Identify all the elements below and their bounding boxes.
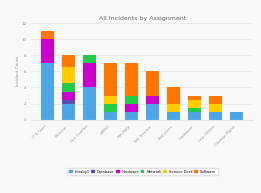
Bar xyxy=(62,104,75,120)
Legend: Infraby1, Database, Hardware, Network, Service Desk, Software: Infraby1, Database, Hardware, Network, S… xyxy=(67,168,218,175)
Bar xyxy=(62,55,75,67)
Bar xyxy=(62,67,75,83)
Bar xyxy=(126,104,138,112)
Bar xyxy=(62,83,75,91)
Bar xyxy=(188,108,201,112)
Bar xyxy=(210,112,222,120)
Bar xyxy=(41,63,54,120)
Bar xyxy=(84,87,96,120)
Bar xyxy=(188,100,201,108)
Bar xyxy=(62,91,75,100)
Bar xyxy=(168,87,180,104)
Bar xyxy=(146,96,159,104)
Bar xyxy=(146,104,159,120)
Bar xyxy=(84,63,96,87)
Bar xyxy=(168,104,180,112)
Title: All Incidents by Assignment: All Incidents by Assignment xyxy=(99,16,186,21)
Y-axis label: Incident Count: Incident Count xyxy=(16,56,20,86)
Bar xyxy=(126,63,138,96)
Bar xyxy=(126,96,138,104)
Bar xyxy=(62,100,75,104)
Bar xyxy=(230,112,243,120)
Bar xyxy=(104,104,117,112)
Bar xyxy=(210,96,222,104)
Bar xyxy=(104,96,117,104)
Bar xyxy=(84,55,96,63)
Bar xyxy=(188,112,201,120)
Bar xyxy=(188,96,201,100)
Bar xyxy=(41,39,54,63)
Bar xyxy=(146,71,159,96)
Bar xyxy=(104,112,117,120)
Bar xyxy=(126,112,138,120)
Bar xyxy=(210,104,222,112)
Bar xyxy=(168,112,180,120)
Bar xyxy=(104,63,117,96)
Bar xyxy=(41,31,54,39)
